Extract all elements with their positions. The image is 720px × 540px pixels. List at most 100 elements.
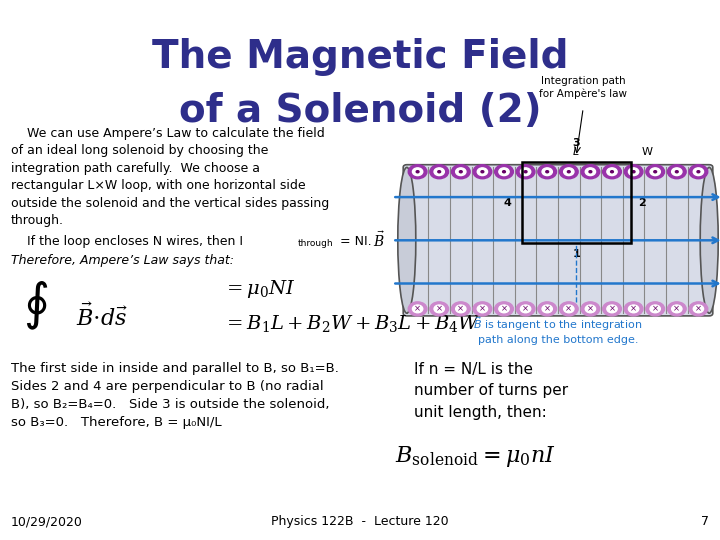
Ellipse shape bbox=[398, 167, 416, 313]
Text: $B_{\mathrm{solenoid}} = \mu_0 n I$: $B_{\mathrm{solenoid}} = \mu_0 n I$ bbox=[395, 444, 556, 469]
Text: ×: × bbox=[565, 305, 572, 313]
Circle shape bbox=[438, 171, 441, 173]
Circle shape bbox=[477, 305, 487, 313]
Circle shape bbox=[538, 165, 557, 179]
Circle shape bbox=[430, 165, 449, 179]
Text: ×: × bbox=[544, 305, 551, 313]
Circle shape bbox=[624, 302, 643, 316]
Circle shape bbox=[524, 171, 527, 173]
Text: ×: × bbox=[457, 305, 464, 313]
Text: 2: 2 bbox=[638, 198, 646, 207]
Circle shape bbox=[624, 165, 643, 179]
Text: 3: 3 bbox=[572, 138, 580, 149]
Text: We can use Ampere’s Law to calculate the field
of an ideal long solenoid by choo: We can use Ampere’s Law to calculate the… bbox=[11, 127, 329, 227]
Text: unit length, then:: unit length, then: bbox=[414, 405, 546, 420]
Text: L: L bbox=[573, 146, 580, 157]
Circle shape bbox=[603, 165, 621, 179]
Circle shape bbox=[416, 171, 419, 173]
Circle shape bbox=[473, 165, 492, 179]
Circle shape bbox=[607, 305, 617, 313]
Circle shape bbox=[477, 168, 487, 176]
Circle shape bbox=[456, 305, 466, 313]
Text: 7: 7 bbox=[701, 515, 709, 528]
Circle shape bbox=[564, 168, 574, 176]
Circle shape bbox=[650, 305, 660, 313]
Circle shape bbox=[654, 171, 657, 173]
Circle shape bbox=[451, 302, 470, 316]
Text: ×: × bbox=[608, 305, 616, 313]
Text: ∮: ∮ bbox=[23, 281, 49, 329]
Circle shape bbox=[521, 168, 531, 176]
Text: $\vec{B}{\cdot}d\vec{s}$: $\vec{B}{\cdot}d\vec{s}$ bbox=[76, 302, 127, 329]
Text: $= \mu_0 NI$: $= \mu_0 NI$ bbox=[223, 278, 296, 300]
Circle shape bbox=[603, 302, 621, 316]
Circle shape bbox=[559, 165, 578, 179]
Text: ×: × bbox=[414, 305, 421, 313]
Text: 4: 4 bbox=[503, 198, 511, 207]
Text: 1: 1 bbox=[572, 249, 580, 260]
Circle shape bbox=[581, 302, 600, 316]
Circle shape bbox=[611, 171, 613, 173]
Circle shape bbox=[546, 171, 549, 173]
Circle shape bbox=[675, 171, 678, 173]
Text: W: W bbox=[642, 146, 652, 157]
Circle shape bbox=[629, 305, 639, 313]
Circle shape bbox=[456, 168, 466, 176]
FancyBboxPatch shape bbox=[403, 165, 713, 316]
Circle shape bbox=[650, 168, 660, 176]
Circle shape bbox=[585, 168, 595, 176]
Circle shape bbox=[559, 302, 578, 316]
Text: $\vec{B}$: $\vec{B}$ bbox=[374, 231, 385, 250]
Text: ×: × bbox=[630, 305, 637, 313]
Text: The Magnetic Field: The Magnetic Field bbox=[152, 38, 568, 76]
Circle shape bbox=[629, 168, 639, 176]
Circle shape bbox=[499, 168, 509, 176]
Text: If the loop encloses N wires, then I: If the loop encloses N wires, then I bbox=[11, 235, 243, 248]
Circle shape bbox=[542, 305, 552, 313]
Text: ×: × bbox=[652, 305, 659, 313]
Circle shape bbox=[434, 305, 444, 313]
Circle shape bbox=[495, 165, 513, 179]
Text: ×: × bbox=[500, 305, 508, 313]
Circle shape bbox=[632, 171, 635, 173]
Circle shape bbox=[481, 171, 484, 173]
Text: = NI.: = NI. bbox=[336, 235, 371, 248]
Circle shape bbox=[538, 302, 557, 316]
Text: number of turns per: number of turns per bbox=[414, 383, 568, 399]
Circle shape bbox=[672, 168, 682, 176]
Text: 10/29/2020: 10/29/2020 bbox=[11, 515, 83, 528]
Text: $\vec{B}$ is tangent to the integration: $\vec{B}$ is tangent to the integration bbox=[473, 315, 643, 333]
Circle shape bbox=[521, 305, 531, 313]
Circle shape bbox=[667, 302, 686, 316]
Text: ×: × bbox=[479, 305, 486, 313]
Circle shape bbox=[459, 171, 462, 173]
Circle shape bbox=[430, 302, 449, 316]
Circle shape bbox=[564, 305, 574, 313]
Circle shape bbox=[581, 165, 600, 179]
Text: ×: × bbox=[673, 305, 680, 313]
Circle shape bbox=[585, 305, 595, 313]
Circle shape bbox=[451, 165, 470, 179]
Circle shape bbox=[473, 302, 492, 316]
Circle shape bbox=[503, 171, 505, 173]
Circle shape bbox=[667, 165, 686, 179]
Text: ×: × bbox=[436, 305, 443, 313]
Circle shape bbox=[413, 305, 423, 313]
Circle shape bbox=[646, 302, 665, 316]
Circle shape bbox=[516, 302, 535, 316]
Circle shape bbox=[672, 305, 682, 313]
Text: If n = N/L is the: If n = N/L is the bbox=[414, 362, 533, 377]
Circle shape bbox=[567, 171, 570, 173]
Text: Physics 122B  -  Lecture 120: Physics 122B - Lecture 120 bbox=[271, 515, 449, 528]
Circle shape bbox=[408, 165, 427, 179]
Circle shape bbox=[607, 168, 617, 176]
Circle shape bbox=[693, 305, 703, 313]
Circle shape bbox=[697, 171, 700, 173]
Ellipse shape bbox=[701, 167, 719, 313]
Text: path along the bottom edge.: path along the bottom edge. bbox=[478, 335, 638, 345]
Circle shape bbox=[689, 165, 708, 179]
Circle shape bbox=[408, 302, 427, 316]
Circle shape bbox=[646, 165, 665, 179]
Text: through: through bbox=[297, 239, 333, 248]
Circle shape bbox=[542, 168, 552, 176]
